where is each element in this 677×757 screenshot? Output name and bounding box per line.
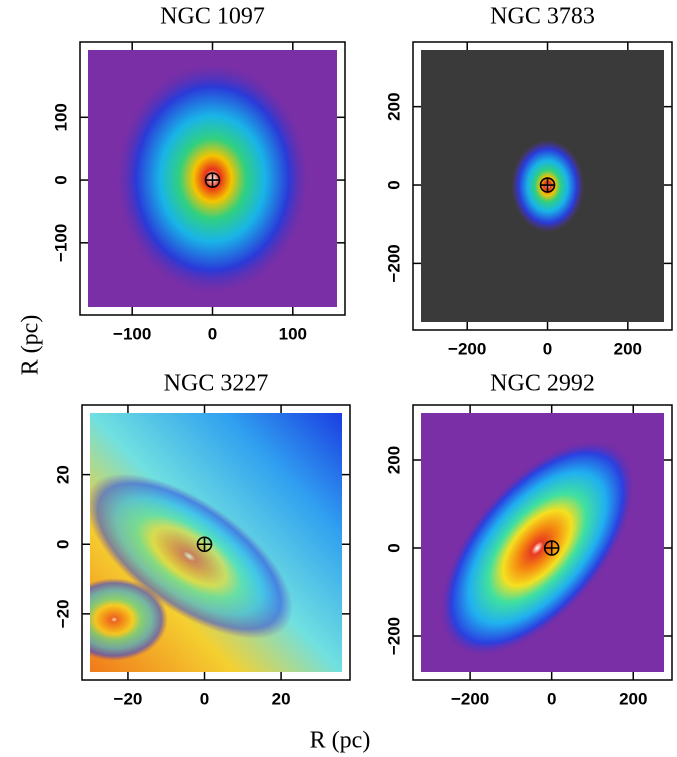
y-tick-label: −200 [384, 244, 403, 282]
x-axis-label: R (pc) [310, 728, 371, 754]
panel-title: NGC 3227 [164, 371, 269, 397]
x-tick-label: 0 [200, 689, 209, 708]
map-image [90, 413, 342, 672]
x-tick-label: −200 [451, 689, 489, 708]
plot-frame [412, 404, 673, 681]
x-tick-label: 20 [272, 689, 291, 708]
y-tick-label: 0 [384, 180, 403, 189]
panel: NGC 1097 −100 0 100 −100 0 100 [51, 4, 346, 343]
y-tick-label: 100 [51, 103, 70, 131]
map-image [421, 413, 664, 672]
plot-frame [81, 404, 351, 681]
emission-region [90, 578, 168, 661]
y-tick-label: −20 [53, 599, 72, 628]
x-tick-label: −20 [114, 689, 143, 708]
panel: NGC 3227 −20 0 20 −20 0 20 [53, 371, 351, 708]
panel-title: NGC 1097 [160, 4, 265, 30]
y-tick-label: −200 [384, 617, 403, 655]
y-tick-label: 0 [51, 175, 70, 184]
x-tick-label: 100 [279, 324, 307, 343]
y-axis-label: R (pc) [18, 315, 44, 376]
nucleus-marker [205, 173, 220, 188]
y-tick-label: −100 [51, 224, 70, 262]
y-tick-label: 20 [53, 465, 72, 484]
x-tick-label: 0 [208, 324, 217, 343]
x-tick-label: −100 [113, 324, 151, 343]
x-tick-label: 200 [614, 339, 642, 358]
y-tick-label: 200 [384, 446, 403, 474]
y-tick-label: 0 [53, 540, 72, 549]
emission-region [439, 440, 635, 656]
x-tick-label: 200 [619, 689, 647, 708]
x-tick-label: 0 [543, 339, 552, 358]
panel-title: NGC 2992 [490, 371, 595, 397]
y-tick-label: 0 [384, 543, 403, 552]
x-tick-label: −200 [448, 339, 486, 358]
x-tick-label: 0 [547, 689, 556, 708]
nucleus-marker [197, 537, 212, 552]
panel: NGC 3783 −200 0 200 −200 0 200 [384, 4, 673, 358]
plot-frame [412, 41, 673, 331]
emission-region [90, 473, 293, 639]
map-image [421, 50, 664, 322]
nucleus-marker [544, 541, 559, 555]
y-tick-label: 200 [384, 92, 403, 120]
panel-title: NGC 3783 [490, 4, 595, 30]
panel: NGC 2992 −200 0 200 −200 0 200 [384, 371, 673, 708]
nucleus-marker [540, 178, 555, 193]
